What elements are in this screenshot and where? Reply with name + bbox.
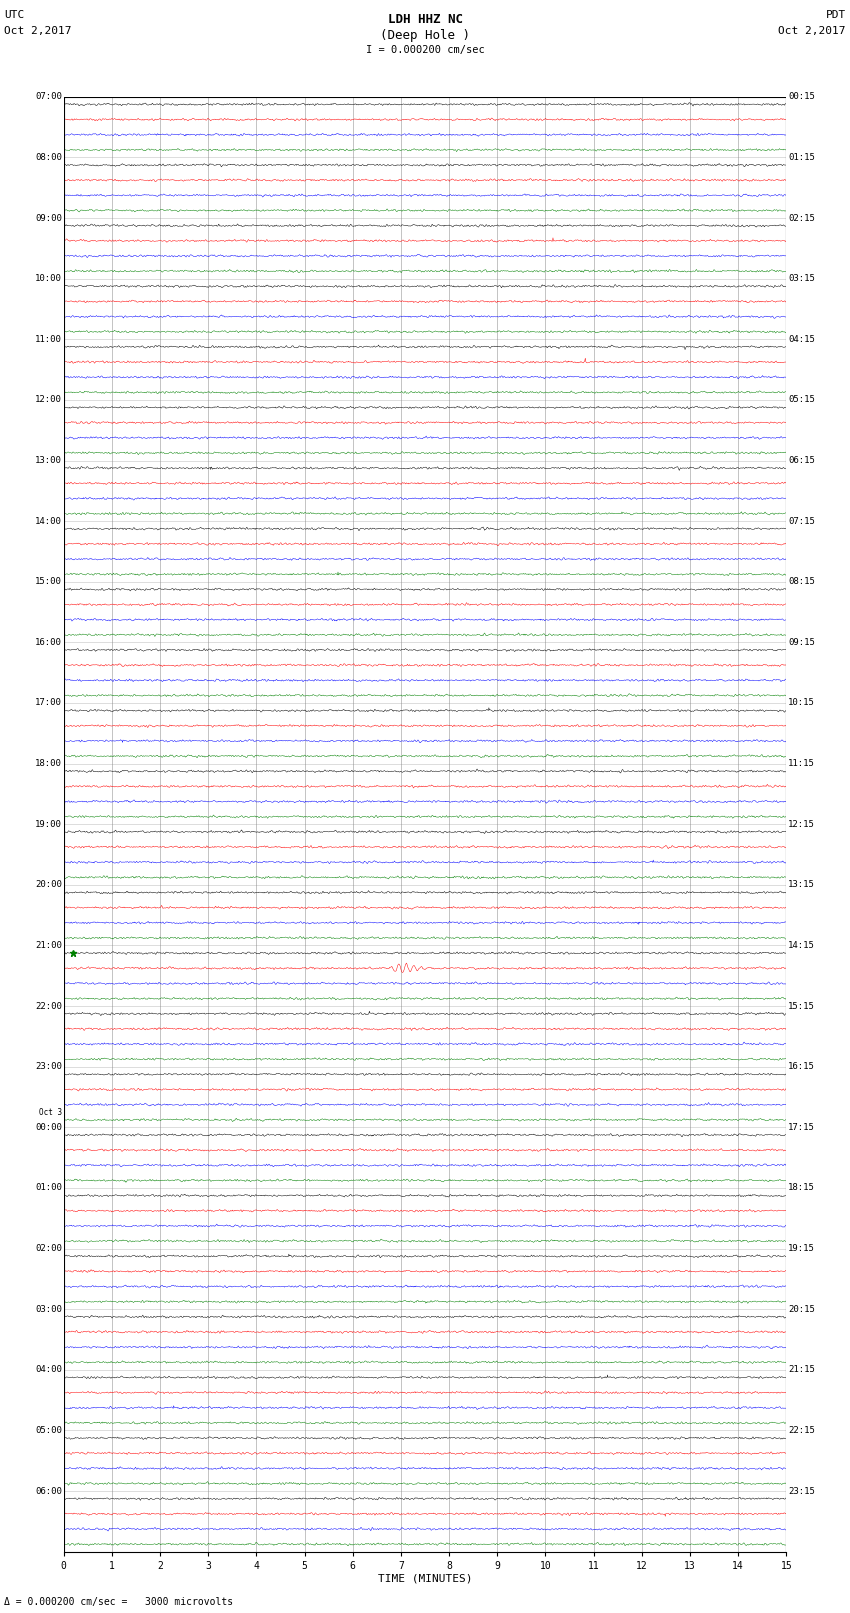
Text: 09:00: 09:00 xyxy=(35,213,62,223)
Text: 06:15: 06:15 xyxy=(788,456,815,465)
Text: 21:15: 21:15 xyxy=(788,1365,815,1374)
Text: 19:15: 19:15 xyxy=(788,1244,815,1253)
Text: 06:00: 06:00 xyxy=(35,1487,62,1495)
Text: PDT: PDT xyxy=(825,10,846,19)
Text: 01:00: 01:00 xyxy=(35,1184,62,1192)
Text: 12:00: 12:00 xyxy=(35,395,62,405)
Text: Oct 2,2017: Oct 2,2017 xyxy=(4,26,71,35)
Text: 23:00: 23:00 xyxy=(35,1063,62,1071)
Text: 02:00: 02:00 xyxy=(35,1244,62,1253)
Text: 09:15: 09:15 xyxy=(788,637,815,647)
Text: 22:15: 22:15 xyxy=(788,1426,815,1436)
Text: Oct 3: Oct 3 xyxy=(39,1108,62,1116)
Text: (Deep Hole ): (Deep Hole ) xyxy=(380,29,470,42)
Text: 14:00: 14:00 xyxy=(35,516,62,526)
X-axis label: TIME (MINUTES): TIME (MINUTES) xyxy=(377,1574,473,1584)
Text: 11:15: 11:15 xyxy=(788,760,815,768)
Text: 01:15: 01:15 xyxy=(788,153,815,161)
Text: 13:15: 13:15 xyxy=(788,881,815,889)
Text: Oct 2,2017: Oct 2,2017 xyxy=(779,26,846,35)
Text: 16:00: 16:00 xyxy=(35,637,62,647)
Text: 12:15: 12:15 xyxy=(788,819,815,829)
Text: 05:15: 05:15 xyxy=(788,395,815,405)
Text: 20:15: 20:15 xyxy=(788,1305,815,1313)
Text: UTC: UTC xyxy=(4,10,25,19)
Text: 16:15: 16:15 xyxy=(788,1063,815,1071)
Text: 15:15: 15:15 xyxy=(788,1002,815,1011)
Text: 04:15: 04:15 xyxy=(788,336,815,344)
Text: 08:15: 08:15 xyxy=(788,577,815,586)
Text: 07:00: 07:00 xyxy=(35,92,62,102)
Text: 14:15: 14:15 xyxy=(788,940,815,950)
Text: 11:00: 11:00 xyxy=(35,336,62,344)
Text: LDH HHZ NC: LDH HHZ NC xyxy=(388,13,462,26)
Text: 22:00: 22:00 xyxy=(35,1002,62,1011)
Text: 03:00: 03:00 xyxy=(35,1305,62,1313)
Text: 23:15: 23:15 xyxy=(788,1487,815,1495)
Text: 21:00: 21:00 xyxy=(35,940,62,950)
Text: 10:15: 10:15 xyxy=(788,698,815,708)
Text: Δ = 0.000200 cm/sec =   3000 microvolts: Δ = 0.000200 cm/sec = 3000 microvolts xyxy=(4,1597,234,1607)
Text: 20:00: 20:00 xyxy=(35,881,62,889)
Text: 02:15: 02:15 xyxy=(788,213,815,223)
Text: 00:00: 00:00 xyxy=(35,1123,62,1132)
Text: 04:00: 04:00 xyxy=(35,1365,62,1374)
Text: 18:15: 18:15 xyxy=(788,1184,815,1192)
Text: 15:00: 15:00 xyxy=(35,577,62,586)
Text: 03:15: 03:15 xyxy=(788,274,815,284)
Text: 08:00: 08:00 xyxy=(35,153,62,161)
Text: 13:00: 13:00 xyxy=(35,456,62,465)
Text: 18:00: 18:00 xyxy=(35,760,62,768)
Text: I = 0.000200 cm/sec: I = 0.000200 cm/sec xyxy=(366,45,484,55)
Text: 07:15: 07:15 xyxy=(788,516,815,526)
Text: 05:00: 05:00 xyxy=(35,1426,62,1436)
Text: 17:15: 17:15 xyxy=(788,1123,815,1132)
Text: 19:00: 19:00 xyxy=(35,819,62,829)
Text: 00:15: 00:15 xyxy=(788,92,815,102)
Text: 10:00: 10:00 xyxy=(35,274,62,284)
Text: 17:00: 17:00 xyxy=(35,698,62,708)
